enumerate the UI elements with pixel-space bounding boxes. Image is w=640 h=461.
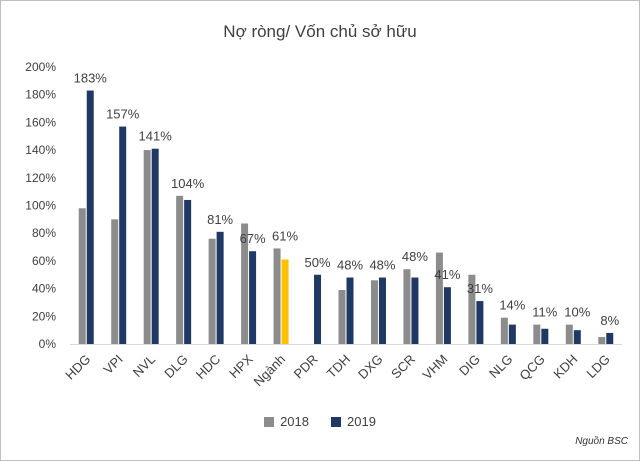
- data-label: 104%: [171, 176, 205, 191]
- bar-2018: [273, 248, 281, 344]
- category-label: NVL: [130, 352, 158, 380]
- bar-2019: [151, 148, 159, 344]
- category-label: HDG: [62, 352, 93, 383]
- bar-2018: [403, 269, 411, 344]
- bar-2019: [346, 277, 354, 344]
- bar-2018: [176, 195, 184, 344]
- category-label: DLG: [161, 352, 191, 382]
- y-tick-label: 100%: [25, 199, 56, 213]
- data-label: 14%: [499, 298, 525, 313]
- bar-2019: [378, 277, 386, 344]
- legend-swatch-2018: [264, 416, 275, 427]
- bar-2018: [370, 280, 378, 344]
- category-label: VHM: [419, 352, 450, 383]
- legend-item-2018: 2018: [264, 414, 309, 429]
- bar-2019: [508, 324, 516, 344]
- legend-item-2019: 2019: [331, 414, 376, 429]
- bar-2019: [573, 330, 581, 344]
- category-label: TDH: [324, 352, 353, 381]
- bar-2018: [500, 317, 508, 344]
- bar-2018: [598, 337, 606, 344]
- bar-2019: [119, 126, 127, 345]
- chart-title: Nợ ròng/ Vốn chủ sở hữu: [223, 22, 417, 41]
- data-label: 10%: [564, 305, 590, 320]
- category-label: QCG: [516, 352, 548, 384]
- bar-2018: [241, 223, 249, 344]
- bar-2018: [143, 150, 151, 344]
- bar-2018: [565, 324, 573, 344]
- category-label: SCR: [388, 352, 418, 382]
- bar-2018: [338, 289, 346, 344]
- data-label: 141%: [139, 129, 173, 144]
- data-label: 41%: [434, 267, 460, 282]
- data-label: 48%: [337, 258, 363, 273]
- y-tick-label: 0%: [39, 337, 57, 351]
- y-tick-label: 40%: [32, 282, 56, 296]
- y-tick-label: 20%: [32, 309, 56, 323]
- data-label: 67%: [240, 231, 266, 246]
- category-label: VPI: [100, 352, 125, 377]
- category-label: NLG: [486, 352, 516, 382]
- y-tick-label: 140%: [25, 143, 56, 157]
- y-tick-label: 120%: [25, 171, 56, 185]
- bar-2019: [184, 199, 192, 344]
- legend-label-2018: 2018: [280, 414, 309, 429]
- data-label: 48%: [369, 258, 395, 273]
- category-label: PDR: [291, 352, 321, 382]
- bar-2018: [208, 238, 216, 344]
- bar-2019: [216, 231, 224, 344]
- y-tick-label: 200%: [25, 60, 56, 74]
- bar-2019: [541, 328, 549, 344]
- y-tick-label: 80%: [32, 226, 56, 240]
- legend-swatch-2019: [331, 416, 341, 427]
- bar-2018: [78, 208, 86, 344]
- bar-2018: [468, 274, 476, 344]
- bar-2018: [533, 324, 541, 344]
- bar-2018: [435, 252, 443, 344]
- bar-2019: [443, 287, 451, 344]
- bar-2019: [314, 274, 322, 344]
- category-label: KDH: [550, 352, 580, 382]
- bar-2019: [249, 251, 257, 344]
- data-label: 81%: [207, 212, 233, 227]
- category-label: Ngành: [250, 352, 288, 390]
- bar-2019: [86, 90, 94, 344]
- data-label: 61%: [272, 228, 298, 243]
- data-label: 48%: [402, 249, 428, 264]
- data-label: 157%: [106, 107, 140, 122]
- category-label: DXG: [355, 352, 386, 383]
- legend-label-2019: 2019: [347, 414, 376, 429]
- data-label: 50%: [305, 255, 331, 270]
- data-label: 183%: [74, 71, 108, 86]
- legend: 2018 2019: [0, 414, 640, 429]
- category-label: DIG: [456, 352, 483, 379]
- data-label: 11%: [532, 305, 557, 320]
- source-note: Nguồn BSC: [575, 436, 628, 447]
- bar-2019: [476, 301, 484, 344]
- category-label: HDC: [193, 352, 224, 383]
- bar-2019: [606, 332, 614, 344]
- y-tick-label: 160%: [25, 115, 56, 129]
- bar-2019: [411, 277, 419, 344]
- category-label: LDG: [583, 352, 613, 382]
- y-tick-label: 60%: [32, 254, 56, 268]
- data-label: 8%: [600, 313, 619, 328]
- bar-2018: [111, 219, 119, 344]
- data-label: 31%: [467, 281, 493, 296]
- y-tick-label: 180%: [25, 88, 56, 102]
- bar-2019: [281, 259, 289, 344]
